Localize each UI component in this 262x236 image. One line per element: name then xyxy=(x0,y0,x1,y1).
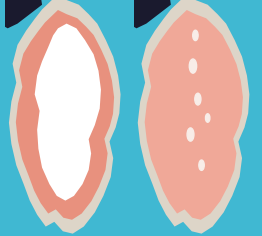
Circle shape xyxy=(195,93,201,105)
Polygon shape xyxy=(128,0,171,28)
Circle shape xyxy=(189,59,197,73)
Circle shape xyxy=(199,160,204,170)
Polygon shape xyxy=(0,0,42,28)
Polygon shape xyxy=(16,10,114,220)
Polygon shape xyxy=(138,0,249,234)
Circle shape xyxy=(193,30,198,41)
Circle shape xyxy=(187,128,194,141)
Polygon shape xyxy=(9,0,121,234)
Circle shape xyxy=(205,114,210,122)
Polygon shape xyxy=(145,10,243,220)
Polygon shape xyxy=(35,24,101,201)
